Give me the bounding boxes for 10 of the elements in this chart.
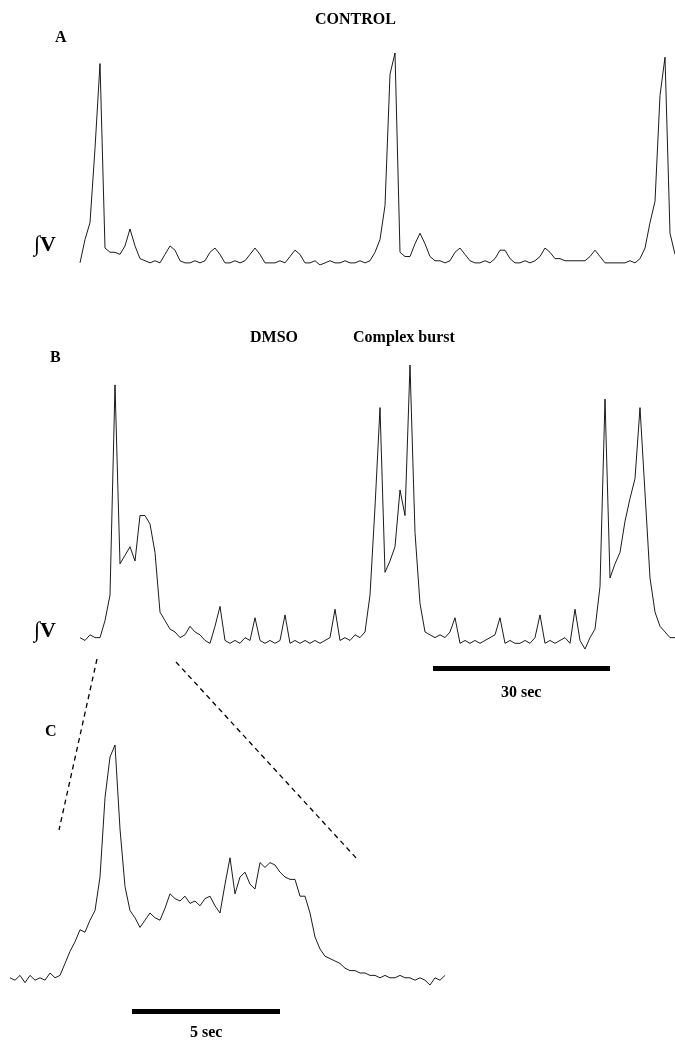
text: A — [55, 28, 67, 46]
chart-subtitle: Complex burst — [353, 327, 456, 346]
chart-title: CONTROL — [315, 9, 396, 27]
y-axis-title: ∫V — [32, 616, 57, 643]
text: 5 sec — [190, 1023, 223, 1041]
y-axis-title: ∫V — [32, 230, 57, 257]
text: C — [45, 722, 57, 740]
text: B — [50, 348, 61, 366]
text: 30 sec — [501, 683, 542, 701]
chart-title: DMSO — [250, 327, 298, 345]
